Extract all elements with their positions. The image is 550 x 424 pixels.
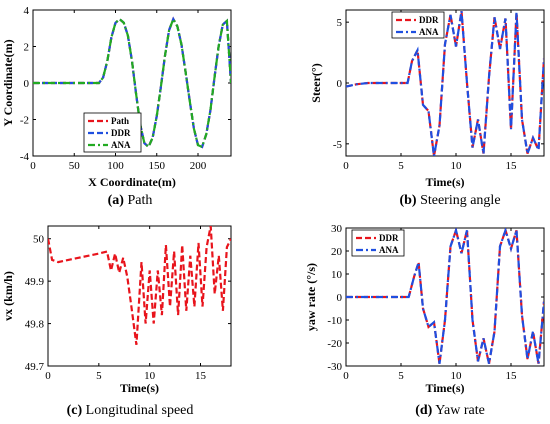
legend-label: DDR — [419, 15, 439, 25]
y-tick-label: 2 — [24, 42, 30, 54]
x-tick-label: 100 — [107, 160, 124, 172]
x-tick-label: 200 — [190, 160, 207, 172]
y-tick-label: 0 — [24, 78, 30, 90]
legend-label: DDR — [379, 233, 399, 243]
y-tick-label: 49.7 — [25, 361, 45, 373]
x-tick-label: 0 — [343, 370, 349, 382]
caption-letter: (c) — [67, 403, 83, 418]
y-tick-label: 10 — [331, 269, 343, 281]
x-tick-label: 15 — [506, 370, 518, 382]
caption-letter: (a) — [108, 193, 125, 208]
caption-letter: (d) — [415, 403, 432, 418]
series-line-vx — [48, 226, 231, 345]
subplot-3: 0 5 10 15 49.7 49.8 49.9 50 Time(s) vx (km/h) (c) … — [1, 225, 232, 418]
y-tick-label: -4 — [20, 151, 30, 163]
x-tick-label: 50 — [69, 160, 81, 172]
series-line-ana — [346, 11, 544, 156]
x-axis-label: X Coordinate(m) — [88, 175, 176, 189]
y-tick-label: 50 — [33, 234, 45, 246]
y-tick-label: -30 — [327, 361, 342, 373]
legend-label: ANA — [379, 245, 399, 255]
x-tick-label: 10 — [144, 370, 156, 382]
caption-text: Longitudinal speed — [82, 403, 193, 418]
legend-box — [351, 229, 405, 257]
series-line-ana — [346, 228, 544, 364]
subplot-caption: (b) Steering angle — [399, 193, 500, 208]
x-tick-label: 0 — [343, 160, 349, 172]
x-axis-label: Time(s) — [425, 381, 464, 395]
x-tick-label: 10 — [451, 160, 463, 172]
x-tick-label: 5 — [398, 160, 404, 172]
x-tick-label: 0 — [45, 370, 51, 382]
subplot-1: 0 50 100 150 200 -4 -2 0 2 4 X Coordinate(m) Y Coor… — [1, 5, 232, 208]
plot-frame — [47, 225, 232, 367]
y-axis-label: Y Coordinate(m) — [1, 39, 15, 126]
subplot-caption: (a) Path — [108, 193, 153, 208]
y-tick-label: -2 — [20, 115, 29, 127]
x-tick-label: 5 — [398, 370, 404, 382]
y-tick-label: 4 — [24, 5, 30, 17]
y-tick-label: 0 — [337, 78, 343, 90]
x-axis-label: Time(s) — [120, 381, 159, 395]
legend-label: Path — [111, 116, 129, 126]
x-tick-label: 15 — [195, 370, 207, 382]
x-tick-label: 150 — [149, 160, 166, 172]
x-tick-label: 0 — [30, 160, 36, 172]
caption-text: Steering angle — [417, 193, 501, 208]
series-line-ana — [33, 16, 231, 149]
y-tick-label: -20 — [327, 338, 342, 350]
caption-text: Yaw rate — [432, 403, 485, 418]
x-tick-label: 10 — [451, 370, 463, 382]
caption-text: Path — [124, 193, 152, 208]
y-tick-label: 0 — [337, 292, 343, 304]
y-tick-label: -5 — [333, 139, 343, 151]
legend-label: ANA — [419, 27, 439, 37]
x-tick-label: 15 — [506, 160, 518, 172]
subplot-caption: (c) Longitudinal speed — [67, 403, 194, 418]
y-tick-label: 49.9 — [25, 276, 45, 288]
y-axis-label: vx (km/h) — [1, 271, 15, 321]
caption-letter: (b) — [399, 193, 416, 208]
subplot-caption: (d) Yaw rate — [415, 403, 485, 418]
subplot-4: 0 5 10 15 -30 -20 -10 0 10 20 30 Time(s) yaw rate (°… — [304, 223, 545, 418]
y-tick-label: 30 — [331, 223, 343, 235]
y-tick-label: 5 — [337, 17, 343, 29]
y-axis-label: Steer(°) — [309, 63, 323, 102]
legend-box — [391, 11, 445, 39]
y-tick-label: 20 — [331, 246, 343, 258]
y-tick-label: -10 — [327, 315, 342, 327]
x-axis-label: Time(s) — [425, 175, 464, 189]
y-axis-label: yaw rate (°/s) — [304, 263, 318, 331]
y-tick-label: 49.8 — [25, 319, 45, 331]
x-tick-label: 5 — [96, 370, 102, 382]
legend-label: DDR — [111, 128, 131, 138]
legend-label: ANA — [111, 140, 131, 150]
